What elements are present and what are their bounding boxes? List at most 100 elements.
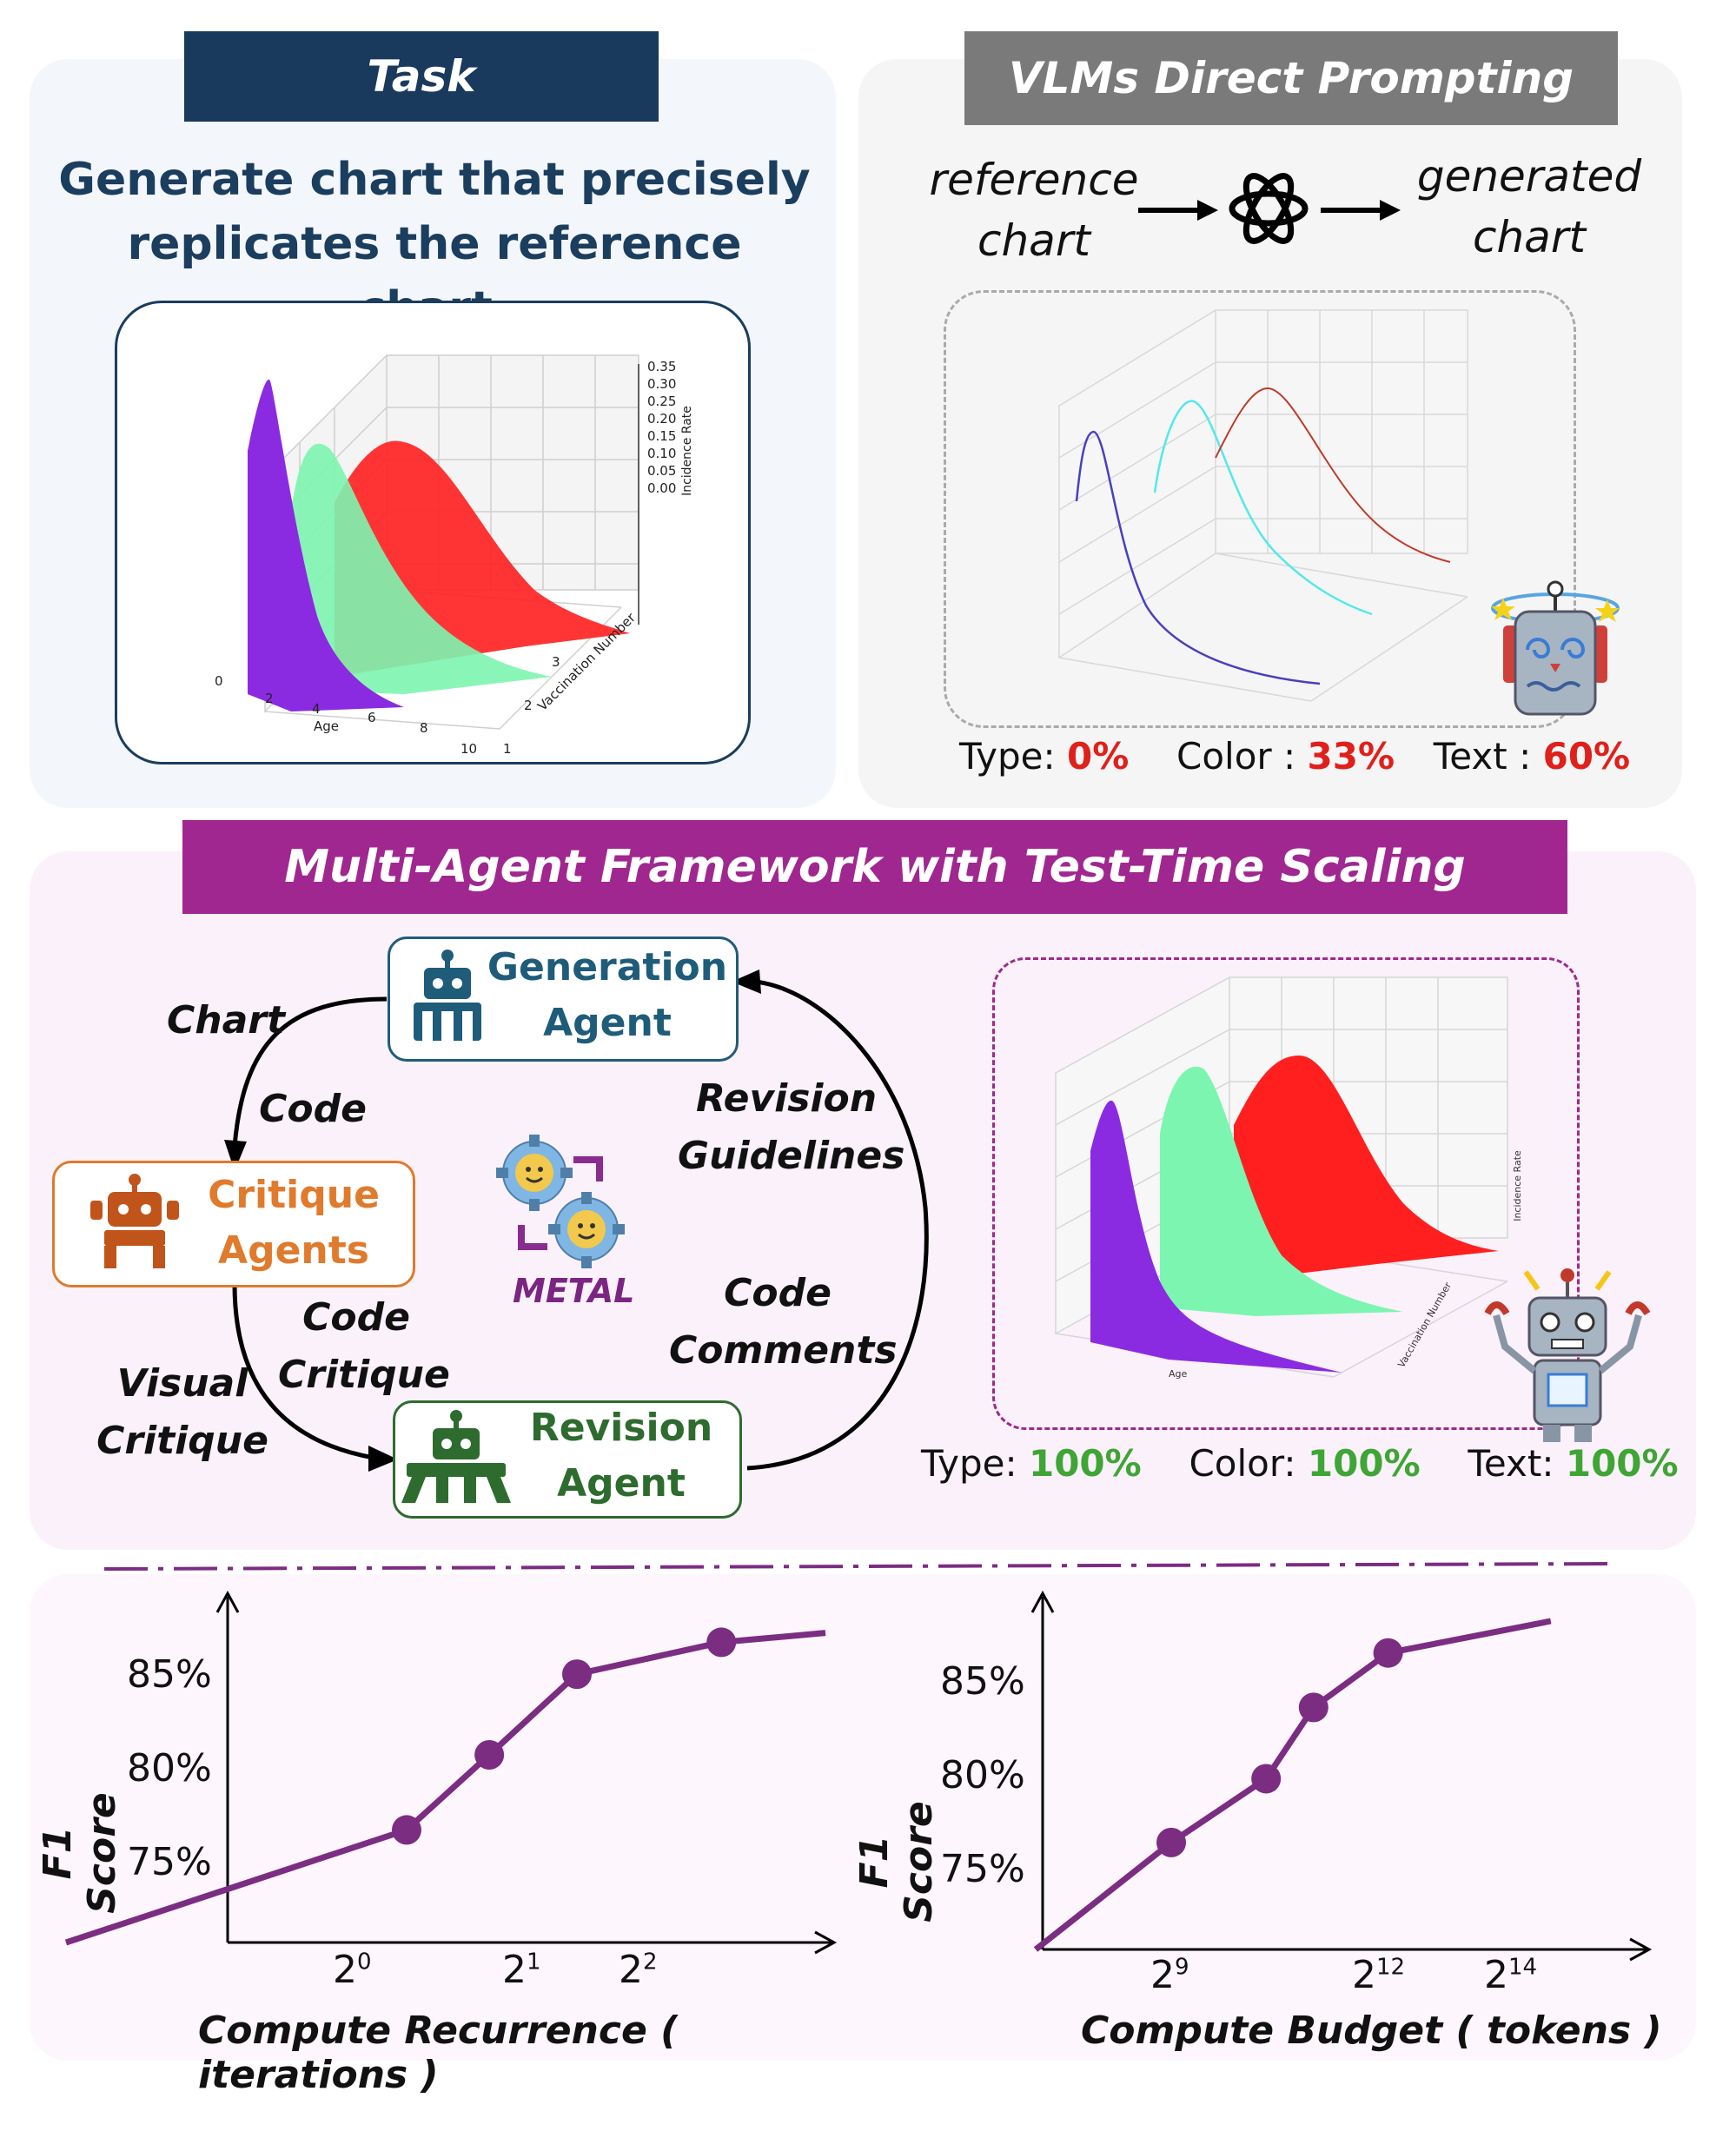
result-purple-surface (1090, 1100, 1342, 1373)
input-reference-chart-label: reference chart (921, 149, 1147, 271)
type-metric-value: 0% (1066, 735, 1130, 778)
x-tick: 8 (420, 720, 428, 736)
reference-chart-3d: 0.35 0.30 0.25 0.20 0.15 0.10 0.05 0.00 … (215, 354, 694, 757)
recurrence-y-tick-75: 75% (127, 1840, 212, 1884)
code-critique-line2: Critique (278, 1353, 450, 1397)
x-tick: 6 (368, 710, 376, 725)
budget-x-tick-9: 29 (1150, 1953, 1189, 1997)
recurrence-y-tick-85: 85% (127, 1652, 212, 1697)
recurrence-x-axis-label: Compute Recurrence ( iterations ) (198, 2009, 679, 2097)
depth-tick: 3 (552, 654, 560, 670)
depth-tick: 1 (503, 741, 512, 757)
cyan-series-line (1153, 400, 1373, 616)
reference-chart-frame: 0.35 0.30 0.25 0.20 0.15 0.10 0.05 0.00 … (115, 301, 751, 764)
z-tick: 0.20 (647, 411, 676, 427)
output-generated-chart-label: generated chart (1408, 146, 1651, 268)
edge-label-code-comments: Code Comments (669, 1265, 898, 1380)
budget-x-tick-14: 214 (1484, 1953, 1537, 1997)
tick-base: 2 (1352, 1953, 1376, 1997)
happy-robot-icon (1484, 1268, 1651, 1442)
tick-base: 2 (502, 1948, 527, 1992)
visual-critique-line1: Visual (116, 1361, 248, 1406)
metal-gears-icon (496, 1135, 625, 1268)
tick-exponent: 1 (527, 1949, 541, 1976)
code-critique-line1: Code (302, 1295, 410, 1340)
color-metric-label: Color : (1176, 735, 1296, 778)
critique-agents-line2: Agents (218, 1228, 369, 1273)
tick-base: 2 (1150, 1953, 1175, 1997)
revision-agent-label: Revision Agent (521, 1400, 721, 1512)
tick-exponent: 2 (643, 1949, 658, 1976)
recurrence-y-tick-80: 80% (127, 1746, 212, 1790)
series-line (64, 1630, 826, 1946)
scaling-panel (30, 1574, 1696, 2061)
tick-exponent: 12 (1376, 1954, 1406, 1981)
generation-agent-line1: Generation (487, 945, 728, 989)
x-tick: 10 (461, 741, 477, 757)
z-tick: 0.05 (647, 463, 676, 479)
generated-chart-3d (1058, 309, 1468, 702)
budget-y-tick-85: 85% (940, 1659, 1025, 1704)
x-tick: 2 (265, 691, 274, 706)
data-point (1298, 1692, 1329, 1723)
text-metric-label: Text: (1468, 1442, 1554, 1485)
revision-robot-icon (401, 1410, 511, 1503)
data-point (474, 1740, 505, 1770)
framework-header: Multi-Agent Framework with Test-Time Sca… (182, 820, 1567, 914)
budget-y-axis-label: F1 Score (852, 1801, 941, 1923)
z-tick: 0.15 (647, 428, 676, 444)
output-label-line2: chart (1473, 212, 1586, 262)
text-metric-label: Text : (1433, 735, 1532, 778)
budget-y-tick-80: 80% (940, 1753, 1025, 1797)
task-header: Task (184, 31, 659, 122)
generation-agent-label: Generation Agent (487, 940, 728, 1051)
tick-exponent: 14 (1508, 1954, 1538, 1981)
z-tick: 0.00 (647, 480, 676, 496)
red-series-line (1215, 387, 1451, 563)
series-line (1033, 1618, 1552, 1952)
z-tick: 0.30 (647, 376, 676, 392)
recurrence-x-tick-1: 21 (502, 1948, 541, 1992)
edge-label-code: Code (259, 1087, 367, 1131)
agent-flow-arrows (224, 970, 929, 1472)
recurrence-x-tick-0: 20 (333, 1948, 372, 1992)
revision-guidelines-line1: Revision (695, 1076, 878, 1121)
tick-base: 2 (619, 1948, 643, 1992)
result-red-surface (1234, 1056, 1499, 1281)
openai-logo-icon (1229, 173, 1309, 244)
text-metric-value: 60% (1542, 735, 1631, 778)
edge-label-code-critique: Code Critique (278, 1289, 450, 1404)
framework-metrics: Type: 100% Color: 100% Text: 100% (921, 1442, 1679, 1485)
reference-z-axis: 0.35 0.30 0.25 0.20 0.15 0.10 0.05 0.00 … (638, 359, 694, 625)
tick-exponent: 0 (357, 1949, 372, 1976)
revision-agent-line1: Revision (529, 1406, 713, 1450)
result-green-surface (1160, 1066, 1403, 1316)
green-series-surface (291, 443, 552, 694)
tick-base: 2 (1484, 1953, 1508, 1997)
budget-x-axis-label: Compute Budget ( tokens ) (1081, 2009, 1662, 2053)
critique-agents-line1: Critique (208, 1173, 380, 1217)
input-label-line1: reference (929, 155, 1139, 205)
color-metric-value: 33% (1307, 735, 1395, 778)
revision-guidelines-line2: Guidelines (678, 1134, 905, 1178)
code-comments-line1: Code (724, 1271, 832, 1315)
tick-exponent: 9 (1175, 1954, 1189, 1981)
prompting-flow-arrows (1138, 173, 1401, 244)
budget-series (1033, 1618, 1552, 1952)
edge-label-chart: Chart (166, 998, 286, 1042)
type-metric-value: 100% (1028, 1442, 1142, 1485)
data-point (1156, 1827, 1186, 1857)
critique-robot-icon (90, 1174, 179, 1268)
z-tick: 0.10 (647, 446, 676, 461)
task-description: Generate chart that precisely replicates… (52, 148, 817, 341)
x-tick: 0 (215, 673, 223, 689)
type-metric-label: Type: (921, 1442, 1017, 1485)
budget-chart (1030, 1590, 1653, 1962)
recurrence-y-axis-label: F1 Score (36, 1792, 124, 1914)
purple-series-surface (248, 379, 404, 711)
recurrence-x-tick-2: 22 (619, 1948, 658, 1992)
type-metric-label: Type: (959, 735, 1056, 778)
dark-blue-series-line (1075, 430, 1321, 685)
color-metric-value: 100% (1307, 1442, 1421, 1485)
data-point (562, 1659, 592, 1690)
